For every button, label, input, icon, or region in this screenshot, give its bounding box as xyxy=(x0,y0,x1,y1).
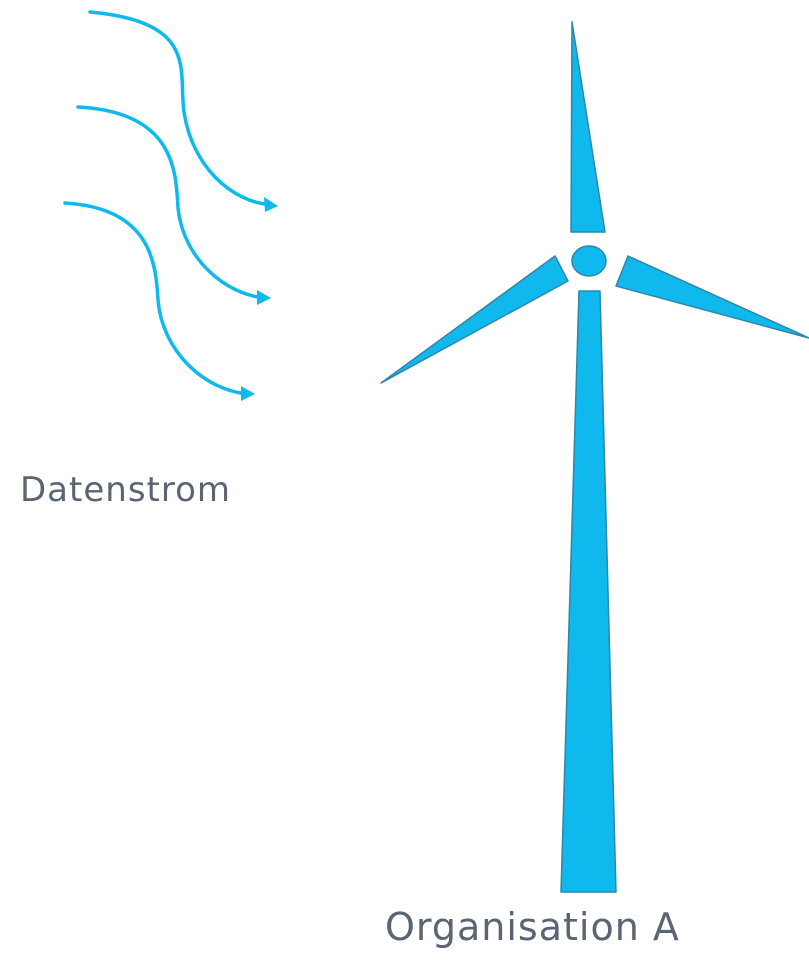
turbine-blade-top xyxy=(570,21,606,233)
turbine-blade-left xyxy=(380,255,569,384)
data-stream-arrows xyxy=(63,10,278,401)
wave-arrow-icon xyxy=(76,105,271,305)
organisation-label: Organisation A xyxy=(385,905,680,949)
turbine-blade-right xyxy=(615,255,809,339)
wave-arrow-icon xyxy=(88,10,278,212)
data-stream-label: Datenstrom xyxy=(20,470,232,510)
turbine-hub xyxy=(571,245,607,277)
turbine-tower xyxy=(560,290,617,893)
wave-arrow-icon xyxy=(63,201,255,401)
wind-turbine-icon xyxy=(380,21,809,893)
